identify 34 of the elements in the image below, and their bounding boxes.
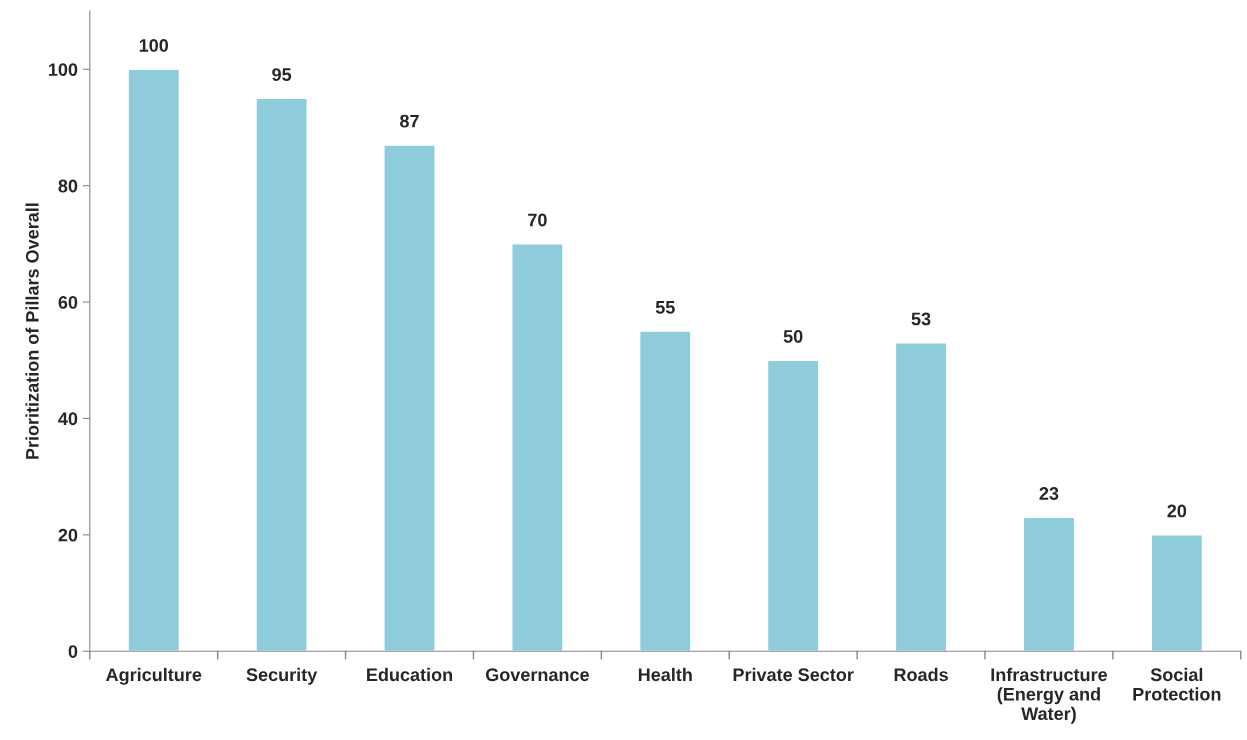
bar [1150,534,1204,652]
x-tick-label: Infrastructure (Energy and Water) [991,667,1108,724]
bar [383,144,436,652]
data-label: 55 [655,301,675,314]
bar [894,342,948,652]
bar [1022,516,1076,652]
bar [639,330,692,652]
x-tick-label: Private Sector [733,667,854,682]
x-tick-label: Roads [894,667,948,682]
data-label: 95 [272,68,292,81]
data-label: 70 [528,213,547,227]
x-tick-label: Agriculture [106,667,202,685]
x-tick-label: Education [367,667,453,682]
y-axis-title: Prioritization of Pillars Overall [25,203,39,459]
y-tick-label: 80 [58,179,78,193]
y-tick-label: 40 [58,412,78,426]
bar [255,97,308,652]
y-tick-label: 20 [58,528,78,542]
x-tick-label: Social Protection [1133,667,1221,701]
data-label: 50 [783,330,803,343]
y-tick-label: 0 [68,645,78,658]
bar [766,359,820,652]
x-tick-label: Governance [485,668,589,682]
x-tick-label: Security [246,667,318,685]
y-tick-label: 100 [48,63,78,77]
data-label: 100 [139,39,169,52]
bar [127,68,180,652]
x-tick-label: Health [638,667,692,682]
data-label: 20 [1167,504,1187,518]
y-tick-label: 60 [58,295,78,309]
data-label: 87 [400,114,419,128]
data-label: 23 [1039,487,1059,500]
bar [511,243,564,652]
data-label: 53 [911,312,931,326]
